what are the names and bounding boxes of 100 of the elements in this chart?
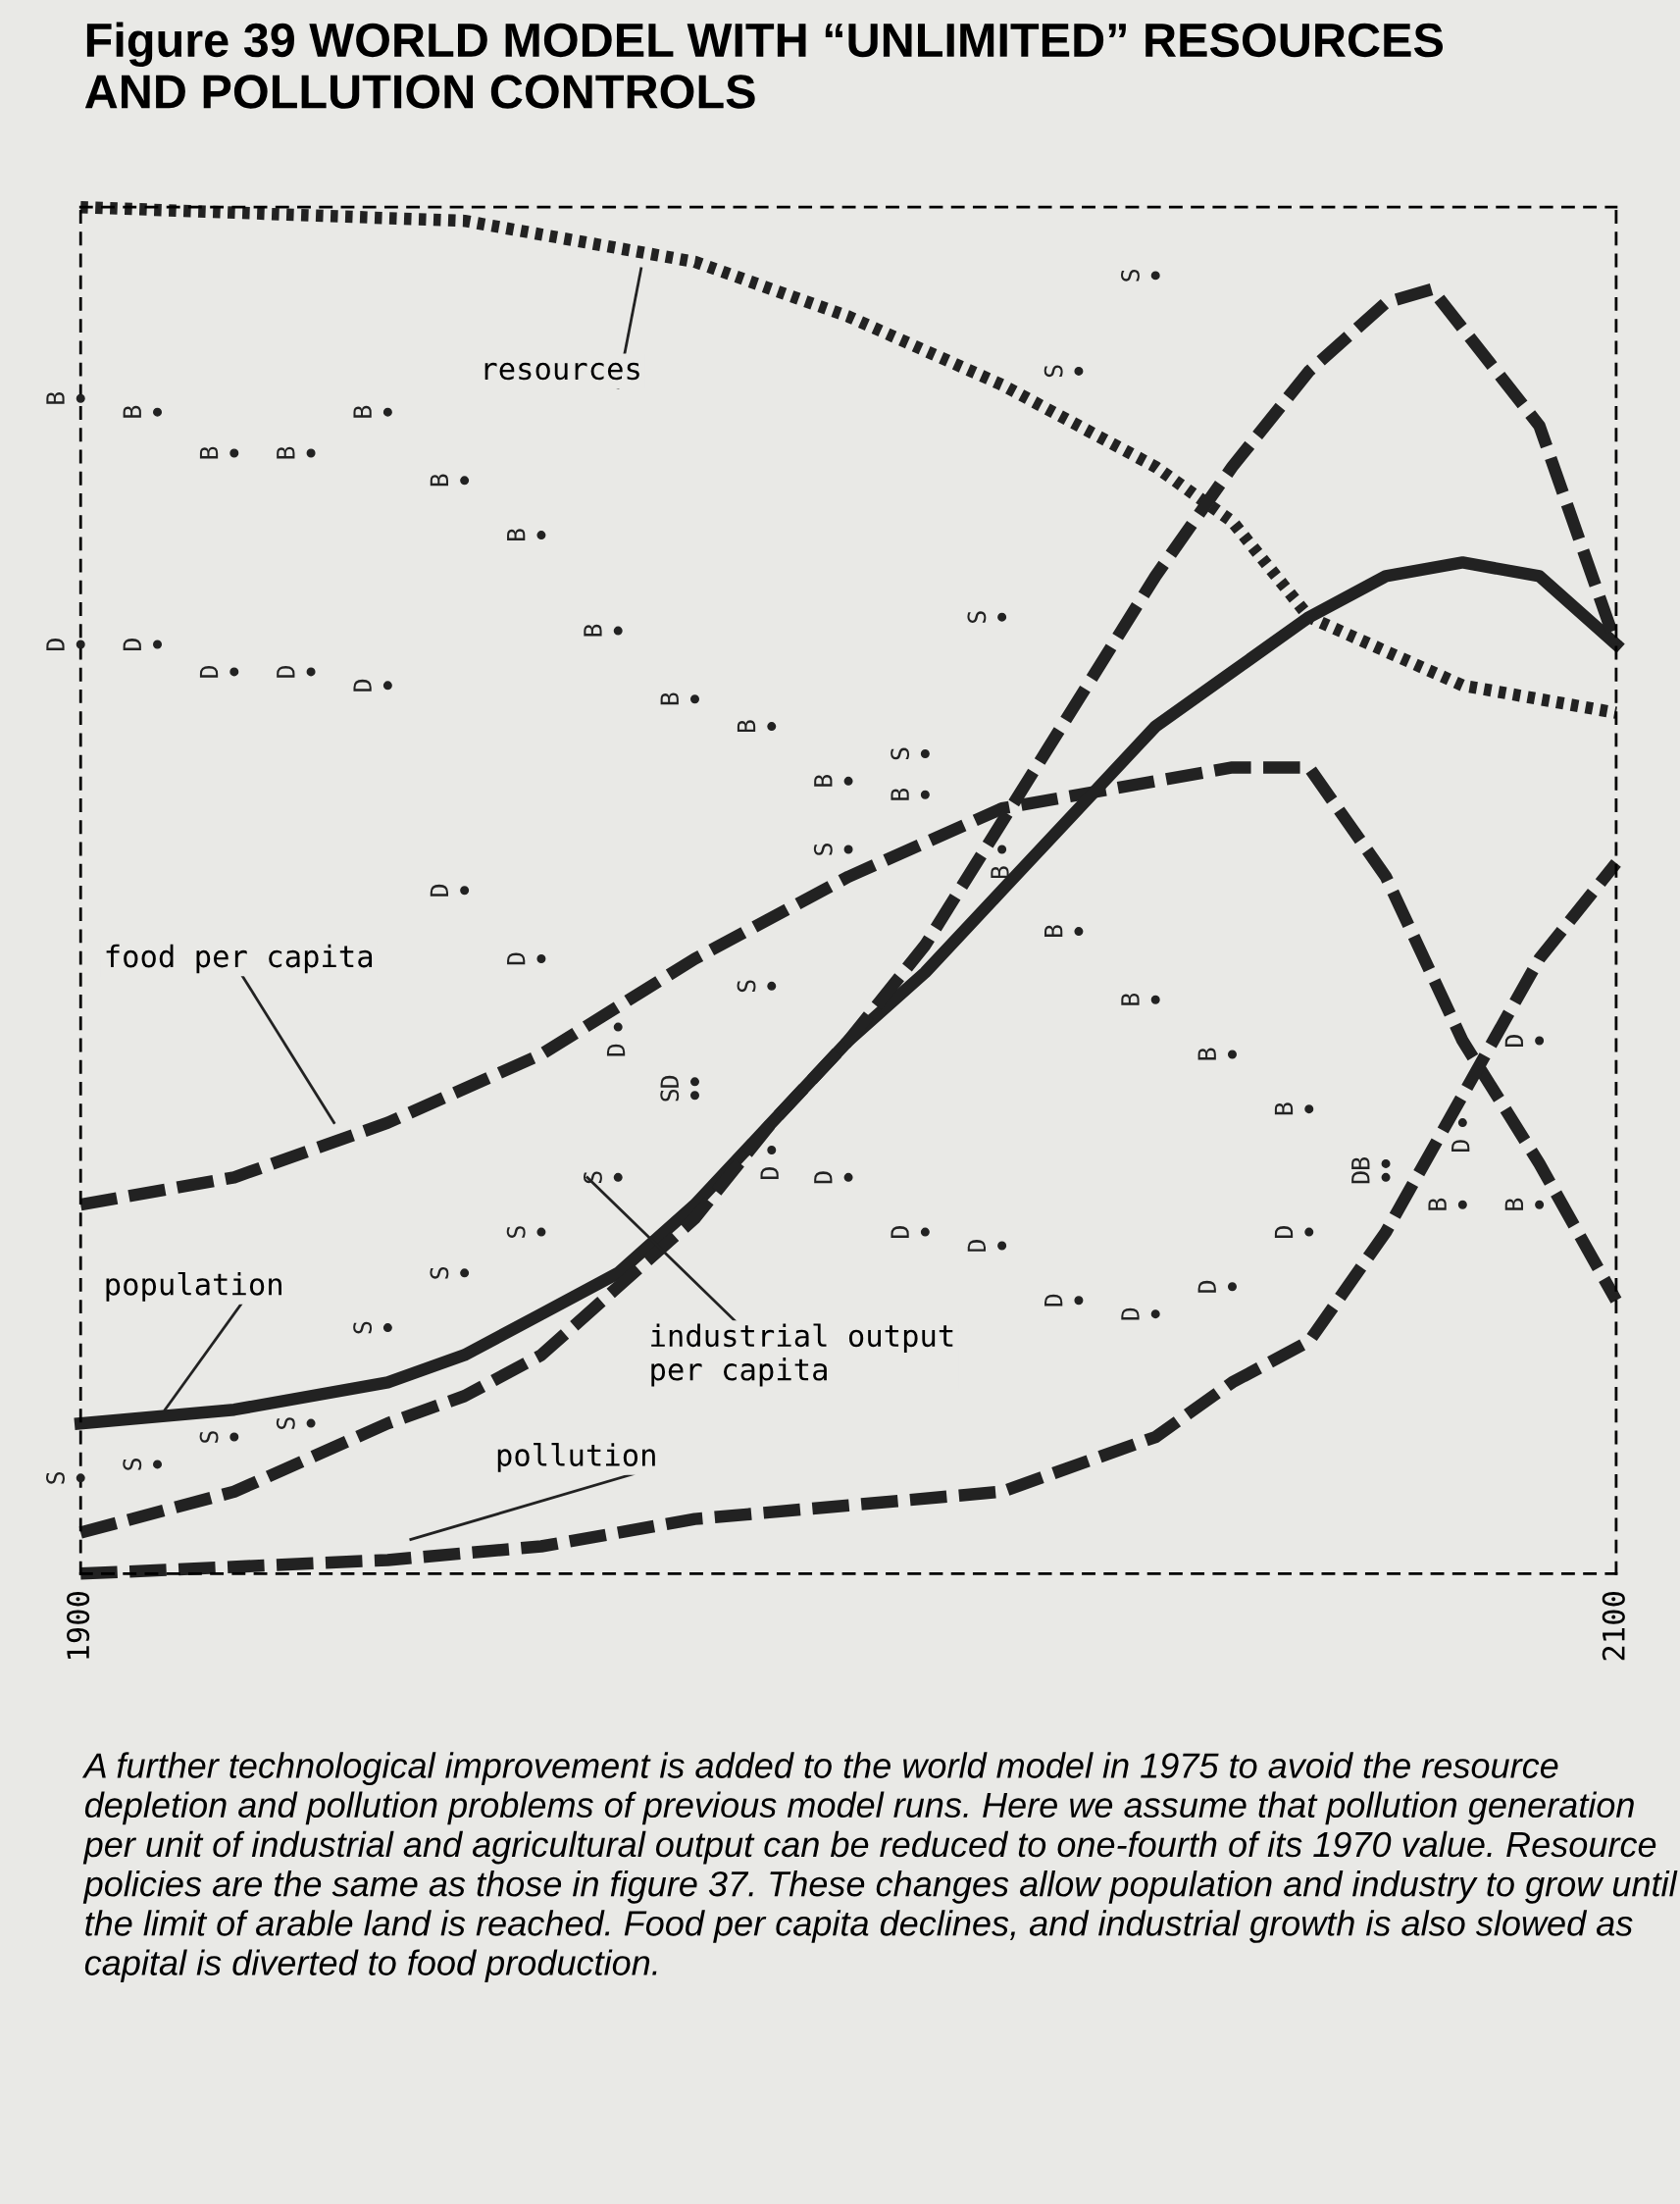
point bbox=[1535, 1200, 1545, 1209]
text: D bbox=[1451, 1140, 1470, 1153]
text: D bbox=[1197, 1280, 1216, 1293]
point bbox=[229, 448, 239, 458]
point bbox=[920, 748, 930, 758]
point bbox=[997, 1241, 1007, 1251]
text: S bbox=[46, 1471, 65, 1484]
text: D bbox=[46, 639, 65, 650]
point bbox=[1150, 1309, 1160, 1319]
text: B bbox=[1351, 1157, 1370, 1169]
point bbox=[767, 722, 777, 732]
point bbox=[613, 626, 623, 636]
text: B bbox=[660, 692, 679, 705]
x-tick-label: 1900 bbox=[67, 1592, 90, 1659]
x-tick-label: 2100 bbox=[1602, 1592, 1625, 1661]
text: D bbox=[814, 1171, 833, 1184]
text: D bbox=[1351, 1171, 1370, 1184]
text: S bbox=[813, 844, 833, 855]
chart-title: Figure 39 WORLD MODEL WITH “UNLIMITED” RESOURCES AND POLLUTION CONTROLS bbox=[84, 22, 1444, 109]
text: D bbox=[1121, 1307, 1140, 1320]
text: B bbox=[507, 529, 526, 541]
text: B bbox=[991, 866, 1009, 879]
annotation: industrial output per capita bbox=[651, 1323, 953, 1387]
text: S bbox=[1121, 270, 1140, 282]
annotation: population bbox=[106, 1271, 281, 1302]
text: S bbox=[123, 1459, 142, 1470]
text: B bbox=[814, 774, 833, 787]
point bbox=[460, 1268, 470, 1278]
text: D bbox=[1274, 1226, 1294, 1238]
text: B bbox=[277, 446, 295, 459]
point bbox=[306, 1418, 316, 1428]
point bbox=[306, 667, 316, 677]
point bbox=[76, 640, 85, 649]
point bbox=[153, 407, 163, 417]
point bbox=[76, 393, 85, 403]
point bbox=[1381, 1172, 1391, 1182]
point bbox=[1074, 1296, 1084, 1306]
text: B bbox=[1121, 993, 1140, 1005]
point bbox=[920, 1227, 930, 1237]
point bbox=[229, 1432, 239, 1442]
point bbox=[1304, 1227, 1314, 1237]
text: S bbox=[660, 1089, 680, 1102]
point bbox=[1150, 271, 1160, 281]
point bbox=[1074, 927, 1084, 937]
point bbox=[382, 681, 392, 691]
text: B bbox=[891, 788, 909, 800]
text: D bbox=[507, 952, 526, 965]
text: S bbox=[199, 1431, 219, 1443]
point bbox=[920, 790, 930, 799]
text: S bbox=[967, 611, 987, 623]
text: B bbox=[430, 474, 448, 487]
text: B bbox=[353, 405, 372, 418]
text: S bbox=[276, 1417, 295, 1429]
text: B bbox=[737, 720, 756, 733]
text: B bbox=[123, 405, 141, 418]
point bbox=[536, 531, 546, 540]
text: D bbox=[353, 679, 372, 692]
text: D bbox=[760, 1167, 779, 1179]
point bbox=[76, 1473, 85, 1483]
point bbox=[997, 845, 1007, 854]
point bbox=[460, 886, 470, 896]
text: B bbox=[584, 624, 602, 637]
text: B bbox=[1274, 1102, 1294, 1115]
point bbox=[613, 1172, 623, 1182]
point bbox=[767, 981, 777, 991]
point bbox=[153, 1460, 163, 1469]
point bbox=[767, 1145, 777, 1154]
point bbox=[382, 407, 392, 417]
point bbox=[536, 1227, 546, 1237]
point bbox=[997, 612, 1007, 622]
point bbox=[843, 776, 853, 786]
text: D bbox=[967, 1240, 986, 1252]
point bbox=[689, 1077, 699, 1087]
text: S bbox=[430, 1266, 449, 1279]
text: S bbox=[353, 1321, 373, 1334]
point bbox=[843, 845, 853, 854]
point bbox=[1304, 1104, 1314, 1114]
text: D bbox=[1504, 1035, 1523, 1047]
point bbox=[1457, 1118, 1467, 1128]
point bbox=[1150, 995, 1160, 1004]
point bbox=[689, 1091, 699, 1101]
text: S bbox=[737, 980, 756, 993]
point bbox=[536, 953, 546, 963]
text: S bbox=[584, 1171, 602, 1184]
text: B bbox=[1428, 1198, 1447, 1210]
point bbox=[1074, 366, 1084, 376]
point bbox=[1227, 1282, 1237, 1292]
text: B bbox=[1197, 1048, 1216, 1060]
point bbox=[229, 667, 239, 677]
text: D bbox=[1044, 1294, 1063, 1307]
text: D bbox=[606, 1044, 626, 1056]
text: B bbox=[46, 391, 65, 404]
annotation: food per capita bbox=[106, 944, 373, 974]
text: B bbox=[199, 446, 219, 459]
text: S bbox=[1044, 365, 1063, 378]
point bbox=[1457, 1200, 1467, 1209]
text: D bbox=[430, 884, 448, 897]
text: D bbox=[199, 665, 219, 678]
point bbox=[382, 1323, 392, 1333]
text: S bbox=[506, 1226, 526, 1238]
